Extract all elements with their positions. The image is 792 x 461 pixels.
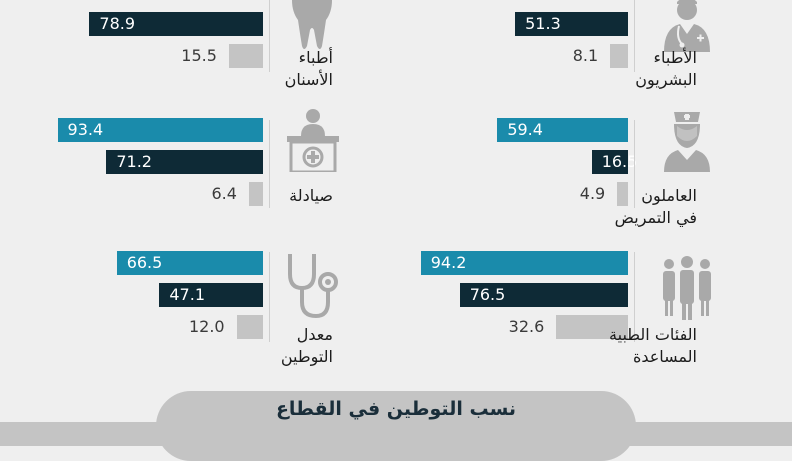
bar-doctors-s3 (610, 44, 628, 68)
bar-overall-s3 (236, 315, 263, 339)
value-label-dentists-s2: 78.9 (99, 14, 136, 33)
bar-overall-s1 (116, 251, 263, 275)
category-label-pharmacy: صيادلة (289, 186, 333, 205)
group-divider (269, 120, 270, 208)
bar-doctors-s2 (515, 12, 628, 36)
footer-title: نسب التوطين في القطاع (275, 398, 517, 420)
category-label-overall: معدل (296, 325, 333, 344)
bar-dentists-s3 (228, 44, 263, 68)
group-divider (634, 120, 635, 208)
group-divider (634, 252, 635, 342)
bar-pharmacy-s2 (106, 150, 263, 174)
bar-nursing-s3 (617, 182, 628, 206)
value-label-dentists-s3: 15.5 (181, 46, 217, 65)
bar-allied-s2 (459, 283, 628, 307)
value-label-overall-s1: 66.5 (126, 253, 163, 272)
value-label-nursing-s2: 16.5 (601, 152, 638, 171)
value-label-nursing-s1: 59.4 (507, 120, 543, 139)
group-divider (269, 252, 270, 342)
bar-pharmacy-s3 (248, 182, 263, 206)
category-label-doctors: الأطباء (653, 48, 697, 67)
bar-nursing-s1 (497, 118, 628, 142)
value-label-allied-s1: 94.2 (430, 253, 467, 272)
bar-allied-s1 (420, 251, 628, 275)
category-label-allied: المساعدة (632, 347, 697, 366)
value-label-nursing-s3: 4.9 (579, 184, 606, 203)
bar-allied-s3 (556, 315, 628, 339)
category-label-nursing: في التمريض (614, 208, 697, 227)
tooth-icon (286, 0, 338, 58)
nurse-icon (660, 106, 714, 176)
value-label-doctors-s2: 51.3 (525, 14, 561, 33)
category-label-nursing: العاملون (641, 186, 697, 205)
stethoscope-icon (284, 250, 338, 326)
category-label-doctors: البشريون (635, 70, 697, 89)
value-label-overall-s2: 47.1 (169, 285, 205, 304)
group-divider (269, 0, 270, 72)
value-label-allied-s2: 76.5 (469, 285, 506, 304)
pharmacy-icon (283, 106, 343, 176)
value-label-doctors-s3: 8.1 (572, 46, 599, 65)
value-label-allied-s3: 32.6 (508, 317, 545, 336)
value-label-pharmacy-s3: 6.4 (211, 184, 237, 203)
category-label-dentists: أطباء (298, 48, 333, 67)
bar-pharmacy-s1 (57, 118, 263, 142)
category-label-overall: التوطين (280, 347, 333, 366)
category-label-allied: الفئات الطبية (609, 325, 697, 344)
bar-nursing-s2 (591, 150, 628, 174)
doctor-icon (658, 0, 716, 58)
value-label-pharmacy-s1: 93.4 (67, 120, 104, 139)
value-label-overall-s3: 12.0 (188, 317, 225, 336)
bar-dentists-s2 (89, 12, 263, 36)
bar-overall-s2 (159, 283, 263, 307)
group-divider (634, 0, 635, 72)
value-label-pharmacy-s2: 71.2 (116, 152, 152, 171)
category-label-dentists: الأسنان (284, 70, 333, 89)
infographic: 51.3 8.1 الأطباء البشريون 78.9 15.5 أطباء الأسن… (57, 0, 717, 366)
medical-staff-icon (657, 254, 717, 328)
